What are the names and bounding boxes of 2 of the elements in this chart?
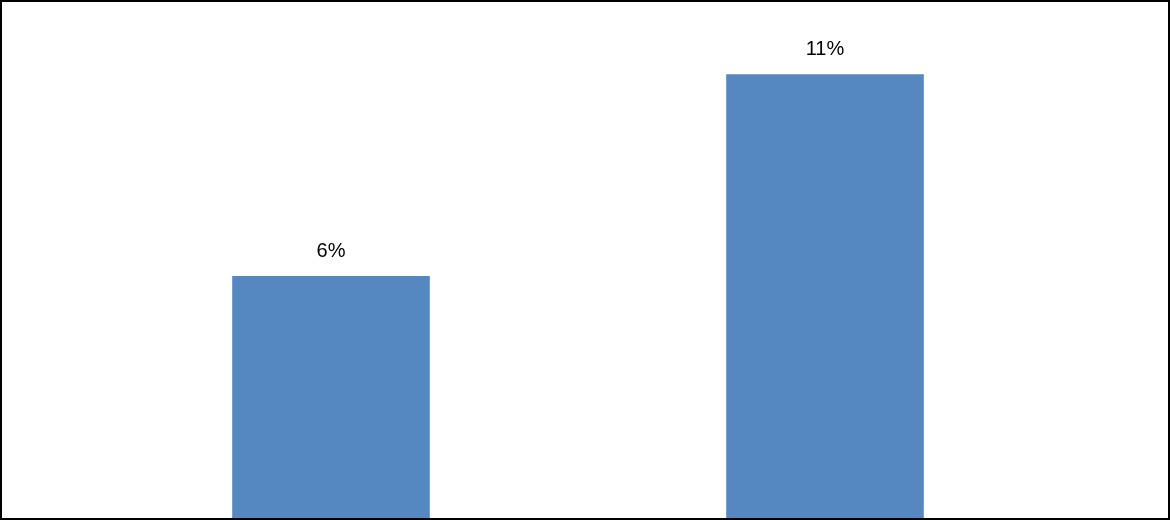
data-label: 6% bbox=[316, 238, 346, 261]
data-label: 11% bbox=[805, 37, 845, 60]
